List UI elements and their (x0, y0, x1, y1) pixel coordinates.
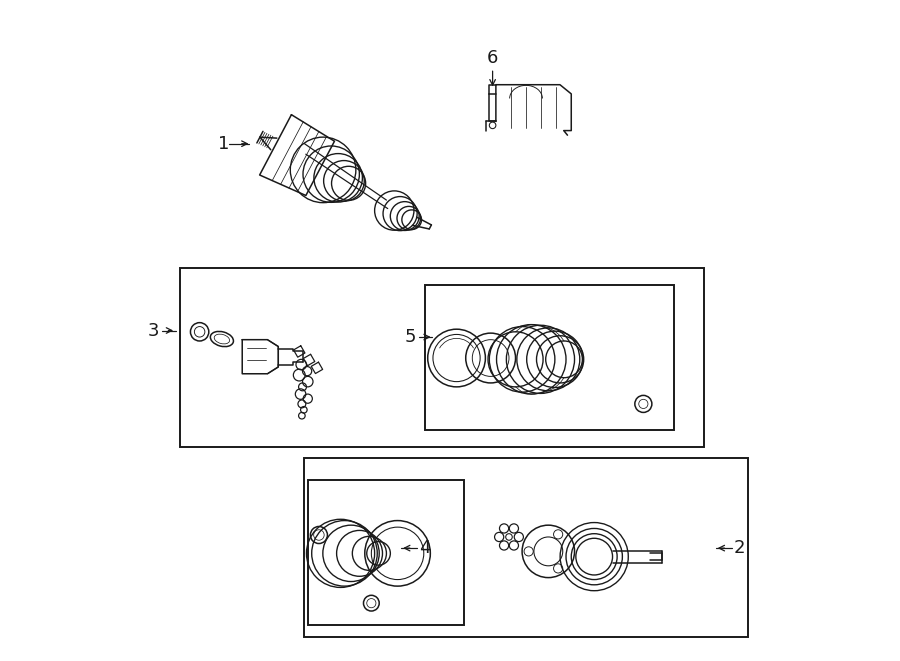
Text: 3: 3 (148, 321, 159, 340)
Bar (309, 480, 464, 625)
Text: 6: 6 (487, 50, 499, 67)
Bar (304, 458, 748, 637)
Text: 4: 4 (419, 539, 431, 557)
Text: 2: 2 (734, 539, 745, 557)
Bar (425, 285, 674, 430)
Text: 1: 1 (218, 135, 230, 153)
Bar (180, 268, 705, 447)
Text: 5: 5 (405, 328, 417, 346)
